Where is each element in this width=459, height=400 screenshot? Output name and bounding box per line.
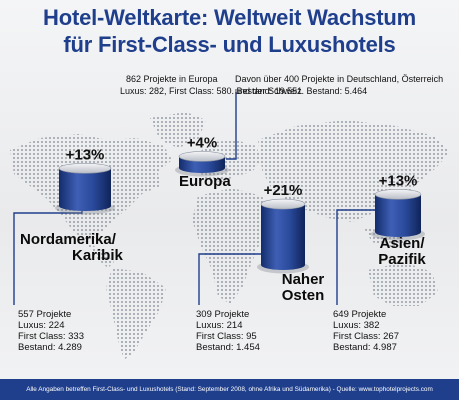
page-title-line-1: Hotel-Weltkarte: Weltweit Wachstum	[43, 5, 416, 30]
source-footer: Alle Angaben betreffen First-Class- und …	[0, 379, 459, 400]
continent-central-america	[86, 242, 114, 268]
stats-asien: 649 Projekte Luxus: 382 First Class: 267…	[333, 309, 399, 353]
connector-line-europa	[226, 92, 237, 160]
region-name-europa: Europa	[179, 173, 231, 190]
bar-cap-nordamerika	[58, 163, 112, 174]
region-name-naher-osten: Naher Osten	[281, 271, 325, 304]
region-name-asien: Asien/ Pazifik	[378, 235, 426, 268]
stats-nordamerika: 557 Projekte Luxus: 224 First Class: 333…	[18, 309, 84, 353]
continent-africa	[192, 188, 270, 304]
europe-note-dach: Davon über 400 Projekte in Deutschland, …	[235, 74, 444, 84]
continent-greenland	[150, 112, 206, 148]
region-name-nordamerika: Nordamerika/ Karibik	[20, 231, 123, 264]
page-title-line-2: für First-Class- und Luxushotels	[63, 32, 396, 57]
continent-australia	[368, 262, 438, 306]
growth-bars	[55, 151, 425, 274]
bar-asien	[375, 194, 421, 237]
world-map: +13% +4% +21% +13%	[10, 92, 450, 360]
bar-value-europa: +4%	[187, 134, 217, 151]
connector-line-asien	[336, 209, 376, 305]
continent-south-america	[106, 268, 166, 360]
stats-naher-osten: 309 Projekte Luxus: 214 First Class: 95 …	[196, 309, 260, 353]
bar-nordamerika	[59, 168, 111, 211]
bar-cap-europa	[178, 151, 226, 162]
bar-naher-osten	[261, 204, 305, 270]
growth-labels: +13% +4% +21% +13%	[66, 134, 418, 199]
bar-value-naher-osten: +21%	[264, 182, 303, 199]
bar-value-asien: +13%	[379, 172, 418, 189]
europe-note-dach-bestand: und der Schweiz. Bestand: 5.464	[235, 86, 368, 96]
bar-value-nordamerika: +13%	[66, 146, 105, 163]
bar-cap-naher-osten	[260, 198, 306, 210]
connector-line-naher-osten	[198, 253, 262, 305]
europe-note-breakdown: Luxus: 282, First Class: 580. Bestand: 1…	[120, 86, 303, 96]
bar-cap-asien	[374, 189, 422, 200]
europe-note-projects: 862 Projekte in Europa	[126, 74, 218, 84]
